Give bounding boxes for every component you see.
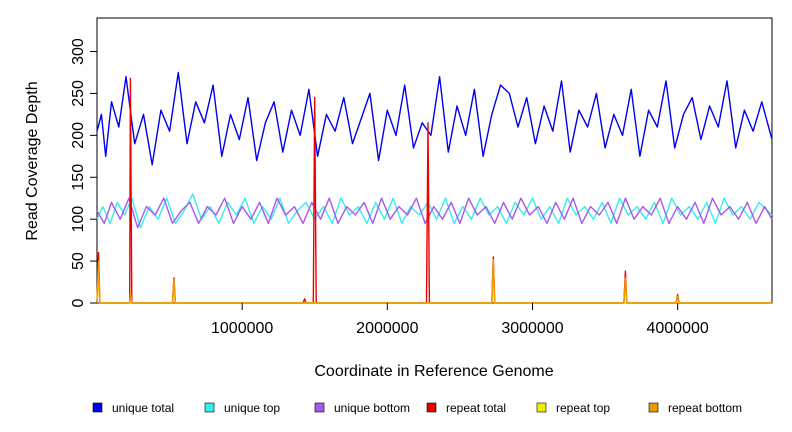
- legend-label: unique bottom: [334, 401, 410, 415]
- legend-item-repeat-bottom: repeat bottom: [648, 401, 742, 415]
- series-line-unique-total: [96, 71, 773, 166]
- legend-item-unique-total: unique total: [92, 401, 174, 415]
- y-tick-label: 150: [70, 164, 87, 191]
- series-line-unique-bottom: [96, 197, 773, 229]
- y-tick-label: 200: [70, 122, 87, 149]
- series-line-repeat-top: [96, 277, 772, 304]
- legend-label: repeat total: [446, 401, 506, 415]
- legend-label: repeat top: [556, 401, 610, 415]
- y-tick-label: 100: [70, 206, 87, 233]
- legend-item-repeat-top: repeat top: [536, 401, 610, 415]
- series-line-repeat-bottom: [96, 258, 772, 304]
- legend: unique total unique top unique bottom repea…: [92, 401, 742, 415]
- legend-swatch: [314, 402, 325, 413]
- x-tick-label: 1000000: [211, 320, 273, 337]
- legend-swatch: [536, 402, 547, 413]
- legend-swatch: [92, 402, 103, 413]
- x-tick-label: 4000000: [646, 320, 708, 337]
- y-axis: 0 50 100 150 200 250 300: [70, 38, 97, 307]
- y-tick-label: 50: [70, 252, 87, 270]
- legend-label: unique total: [112, 401, 174, 415]
- x-axis: 1000000 2000000 3000000 4000000: [211, 303, 709, 337]
- legend-swatch: [648, 402, 659, 413]
- x-axis-title: Coordinate in Reference Genome: [314, 363, 553, 380]
- legend-swatch: [204, 402, 215, 413]
- legend-label: unique top: [224, 401, 280, 415]
- y-axis-title: Read Coverage Depth: [24, 81, 41, 240]
- legend-item-unique-bottom: unique bottom: [314, 401, 410, 415]
- series-layer: [96, 71, 773, 304]
- y-tick-label: 300: [70, 38, 87, 65]
- legend-item-unique-top: unique top: [204, 401, 280, 415]
- legend-swatch: [426, 402, 437, 413]
- legend-label: repeat bottom: [668, 401, 742, 415]
- y-tick-label: 250: [70, 80, 87, 107]
- plot-frame: [96, 17, 773, 304]
- legend-item-repeat-total: repeat total: [426, 401, 506, 415]
- x-tick-label: 2000000: [356, 320, 418, 337]
- y-tick-label: 0: [70, 298, 87, 307]
- x-tick-label: 3000000: [501, 320, 563, 337]
